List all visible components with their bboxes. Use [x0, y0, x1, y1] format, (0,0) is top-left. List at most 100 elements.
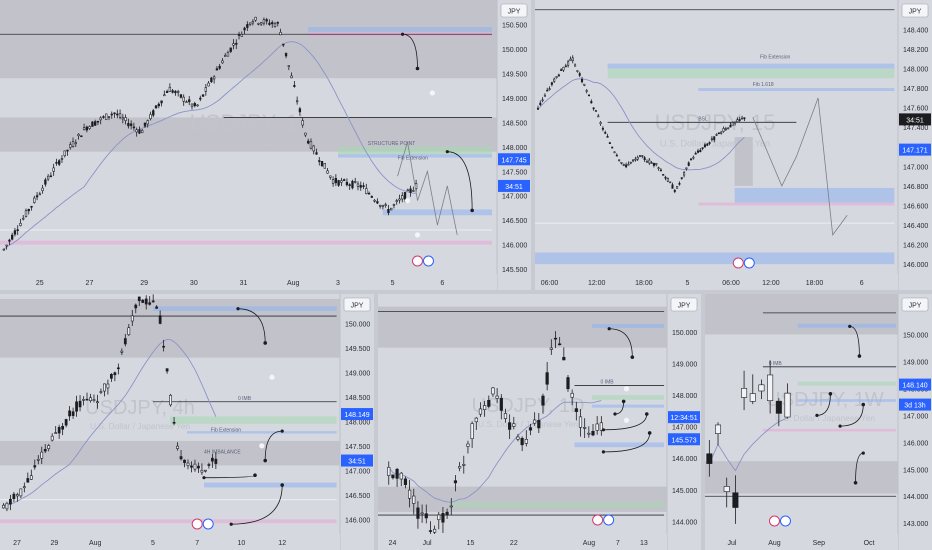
candle: [703, 144, 706, 148]
price-tick-label: 147.600: [903, 106, 928, 113]
chart-panel-15m[interactable]: USDJPY, 15 U.S. Dollar / Japanese Yen BSL F…: [535, 0, 932, 290]
candle: [376, 201, 379, 204]
candle: [403, 192, 407, 200]
chart-canvas[interactable]: USDJPY, 4h U.S. Dollar / Japanese Yen 0 IM…: [0, 294, 374, 550]
price-tick-label: 147.000: [502, 194, 527, 201]
candle: [620, 162, 623, 164]
candle: [362, 185, 365, 188]
candle: [699, 149, 702, 153]
candle: [179, 94, 183, 98]
candle: [367, 192, 371, 195]
time-tick-label: 6: [440, 280, 444, 287]
candle: [143, 122, 147, 127]
curved-arrow: [603, 413, 648, 431]
price-tick-label: 146.000: [672, 456, 697, 463]
candle: [165, 368, 169, 372]
candle: [141, 130, 144, 134]
candle: [545, 372, 549, 385]
price-badge-label: 34:51: [348, 459, 366, 466]
blue-zone: [797, 399, 897, 402]
candle: [75, 401, 78, 412]
time-tick-label: 5: [686, 280, 690, 287]
price-tick-label: 149.000: [672, 361, 697, 368]
candle: [127, 123, 130, 127]
candle: [106, 383, 110, 389]
candle: [163, 94, 166, 97]
time-tick-label: Aug: [287, 280, 300, 287]
time-tick-label: 06:00: [541, 280, 559, 287]
candle: [77, 133, 80, 137]
chart-panel-1d[interactable]: USDJPY, 1D U.S. Dollar / Japanese Yen 0 IM…: [378, 294, 701, 550]
candle: [174, 90, 177, 94]
time-tick-label: 24: [389, 540, 397, 547]
candle: [723, 486, 730, 492]
candle: [46, 175, 50, 180]
candle: [409, 188, 412, 193]
chart-canvas[interactable]: USDJPY, 1h U.S. Dollar / Japanese Yen STRU…: [0, 0, 531, 290]
candle: [539, 102, 542, 105]
candle: [678, 183, 681, 185]
currency-label: JPY: [678, 303, 691, 310]
price-badge-label: 148.149: [344, 412, 369, 419]
candle: [645, 161, 648, 163]
arrow-start-dot: [607, 327, 611, 331]
candle: [19, 223, 22, 226]
projection-path: [397, 141, 458, 235]
currency-box: [901, 297, 929, 312]
price-tick-label: 146.000: [345, 517, 370, 524]
blue-zone: [734, 187, 895, 203]
candle: [204, 469, 207, 472]
price-tick-label: 149.000: [903, 359, 928, 366]
candle: [348, 184, 351, 186]
candle: [595, 423, 599, 431]
candle: [284, 52, 288, 57]
us-flag-icon: [202, 518, 214, 530]
candle: [370, 196, 373, 198]
price-tick-label: 148.000: [672, 393, 697, 400]
candle: [273, 23, 277, 27]
candle: [392, 204, 396, 206]
chart-panel-1h[interactable]: USDJPY, 1h U.S. Dollar / Japanese Yen STRU…: [0, 0, 531, 290]
candle: [78, 400, 82, 408]
candle: [585, 90, 588, 92]
time-tick-label: 18:00: [806, 280, 824, 287]
candle: [226, 52, 230, 57]
time-tick-label: Sep: [813, 540, 826, 547]
candle: [237, 34, 241, 36]
level-annotation: Fib 1.618: [753, 82, 774, 88]
candle: [406, 189, 409, 192]
candle: [715, 134, 718, 136]
candle: [548, 88, 551, 90]
candle: [33, 465, 37, 468]
blue-zone: [382, 209, 493, 216]
candle: [35, 195, 39, 198]
chart-panel-1w[interactable]: USDJPY, 1W U.S. Dollar / Japanese Yen 0 IM…: [705, 294, 932, 550]
candle: [356, 183, 360, 187]
arrow-end-dot: [853, 480, 858, 485]
chart-canvas[interactable]: USDJPY, 15U.S. Dollar / Japanese YenBSLF…: [535, 0, 932, 290]
price-tick-label: 147.000: [345, 468, 370, 475]
us-flag-icon: [743, 257, 755, 269]
level-annotation: Fib Extension: [211, 428, 242, 434]
green-zone: [607, 68, 895, 79]
currency-label: JPY: [909, 9, 922, 16]
candle: [611, 146, 614, 149]
candle: [229, 47, 232, 52]
price-tick-label: 146.500: [502, 218, 527, 225]
premium-zone: [705, 294, 898, 335]
marker-dot: [414, 232, 421, 238]
candle: [248, 22, 252, 25]
candle: [199, 97, 202, 100]
candle: [524, 439, 528, 444]
arrow-end-dot: [470, 208, 474, 213]
candle: [307, 140, 310, 144]
candle: [179, 456, 183, 460]
candle: [741, 388, 748, 398]
time-axis: [0, 534, 340, 550]
arrow-start-dot: [229, 522, 233, 526]
time-tick-label: 30: [190, 280, 198, 287]
chart-panel-4h[interactable]: USDJPY, 4h U.S. Dollar / Japanese Yen 0 IM…: [0, 294, 374, 550]
candle: [218, 65, 221, 69]
